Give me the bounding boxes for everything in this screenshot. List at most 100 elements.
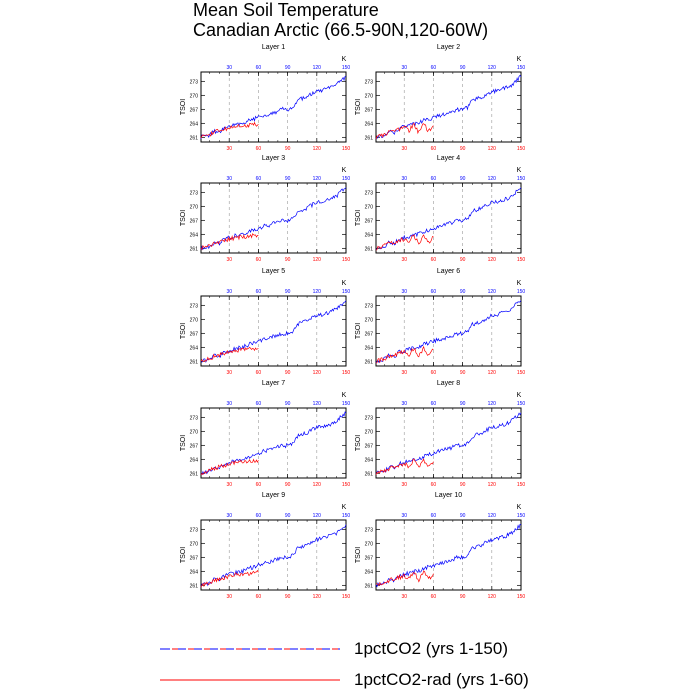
y-tick-label: 264: [365, 569, 374, 575]
tick-label-top: 60: [431, 289, 437, 295]
y-tick-label: 267: [190, 218, 199, 224]
tick-label-bottom: 120: [313, 482, 322, 488]
series-line-1pctco2: [375, 300, 522, 363]
panel-8: Layer 8 K TSOI 30 60 90 120 150 30 60 90 120 150 261 2…: [355, 380, 525, 488]
y-tick-label: 270: [190, 429, 199, 435]
series-line-1pctco2: [200, 411, 347, 476]
tick-label-bottom: 150: [342, 370, 351, 376]
y-tick-label: 270: [190, 93, 199, 99]
tick-label-top: 90: [460, 289, 466, 295]
y-tick-label: 273: [365, 303, 374, 309]
tick-label-top: 60: [431, 401, 437, 407]
tick-label-bottom: 120: [488, 257, 497, 263]
y-tick-label: 273: [190, 415, 199, 421]
y-tick-label: 270: [365, 317, 374, 323]
legend-label-1pctco2: 1pctCO2 (yrs 1-150): [354, 639, 508, 658]
y-tick-label: 264: [190, 232, 199, 238]
tick-label-bottom: 60: [431, 370, 437, 376]
tick-label-bottom: 90: [460, 370, 466, 376]
y-tick-label: 267: [365, 443, 374, 449]
tick-label-top: 120: [488, 176, 497, 182]
tick-label-bottom: 150: [342, 482, 351, 488]
y-axis-label: TSOI: [355, 99, 362, 115]
y-tick-label: 267: [365, 555, 374, 561]
y-tick-label: 270: [365, 429, 374, 435]
tick-label-bottom: 90: [285, 482, 291, 488]
panel-title: Layer 7: [262, 380, 285, 387]
y-tick-label: 270: [365, 93, 374, 99]
tick-label-top: 120: [488, 65, 497, 71]
tick-label-bottom: 120: [313, 594, 322, 600]
legend-swatch-solid: [160, 679, 340, 681]
y-tick-label: 267: [190, 331, 199, 337]
panel-title: Layer 9: [262, 492, 285, 499]
y-tick-label: 264: [190, 457, 199, 463]
unit-label: K: [342, 392, 347, 399]
panel-2: Layer 2 K TSOI 30 60 90 120 150 30 60 90 120 150 261 2…: [355, 44, 525, 152]
y-tick-label: 270: [365, 204, 374, 210]
y-tick-label: 261: [365, 359, 374, 365]
tick-label-bottom: 150: [517, 370, 526, 376]
y-axis-label: TSOI: [355, 323, 362, 339]
tick-label-top: 120: [488, 513, 497, 519]
series-line-1pctco2: [200, 187, 347, 251]
y-axis-label: TSOI: [180, 323, 187, 339]
panel-frame: [375, 182, 522, 254]
panel-10: Layer 10 K TSOI 30 60 90 120 150 30 60 90 120 150 261…: [355, 492, 525, 600]
series-line-1pctco2-rad: [375, 458, 434, 475]
tick-label-top: 90: [285, 401, 291, 407]
panel-frame: [375, 71, 522, 143]
tick-label-top: 150: [342, 513, 351, 519]
panel-frame: [200, 71, 347, 143]
y-tick-label: 273: [365, 190, 374, 196]
tick-label-top: 150: [517, 65, 526, 71]
y-tick-label: 267: [190, 555, 199, 561]
series-line-1pctco2-rad: [375, 122, 434, 140]
y-tick-label: 264: [190, 121, 199, 127]
tick-label-top: 30: [226, 176, 232, 182]
tick-label-bottom: 90: [460, 594, 466, 600]
tick-label-bottom: 90: [285, 594, 291, 600]
legend-label-1pctco2-rad: 1pctCO2-rad (yrs 1-60): [354, 670, 529, 689]
tick-label-bottom: 60: [431, 482, 437, 488]
tick-label-top: 90: [460, 65, 466, 71]
tick-label-bottom: 60: [431, 257, 437, 263]
y-tick-label: 267: [365, 218, 374, 224]
panel-frame: [200, 295, 347, 367]
panel-title: Layer 3: [262, 155, 285, 162]
series-line-1pctco2: [375, 412, 522, 475]
unit-label: K: [517, 56, 522, 63]
y-axis-label: TSOI: [355, 547, 362, 563]
tick-label-bottom: 60: [256, 594, 262, 600]
y-axis-label: TSOI: [180, 435, 187, 451]
y-tick-label: 270: [190, 317, 199, 323]
y-tick-label: 261: [190, 359, 199, 365]
series-line-1pctco2-rad: [200, 569, 259, 588]
tick-label-top: 60: [431, 513, 437, 519]
y-tick-label: 261: [365, 246, 374, 252]
tick-label-bottom: 150: [342, 594, 351, 600]
panel-title: Layer 4: [437, 155, 460, 162]
unit-label: K: [517, 392, 522, 399]
tick-label-top: 30: [401, 289, 407, 295]
tick-label-bottom: 30: [401, 257, 407, 263]
tick-label-top: 90: [285, 176, 291, 182]
y-tick-label: 264: [365, 121, 374, 127]
y-tick-label: 273: [365, 79, 374, 85]
panel-title: Layer 6: [437, 268, 460, 275]
panel-3: Layer 3 K TSOI 30 60 90 120 150 30 60 90 120 150 261 2…: [180, 155, 350, 263]
tick-label-bottom: 60: [431, 594, 437, 600]
tick-label-top: 150: [342, 65, 351, 71]
tick-label-top: 90: [460, 176, 466, 182]
series-line-1pctco2-rad: [200, 233, 259, 251]
tick-label-bottom: 120: [313, 146, 322, 152]
y-axis-label: TSOI: [180, 99, 187, 115]
y-axis-label: TSOI: [180, 547, 187, 563]
panel-frame: [375, 295, 522, 367]
y-tick-label: 264: [365, 232, 374, 238]
tick-label-top: 60: [431, 65, 437, 71]
y-tick-label: 267: [190, 107, 199, 113]
y-axis-label: TSOI: [355, 210, 362, 226]
y-tick-label: 264: [190, 569, 199, 575]
tick-label-top: 30: [226, 289, 232, 295]
